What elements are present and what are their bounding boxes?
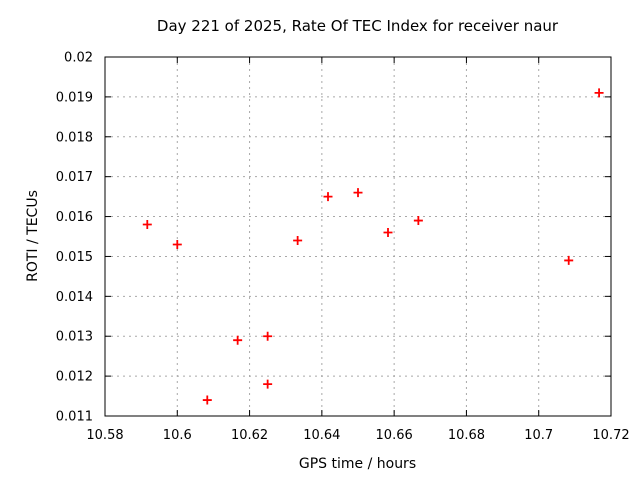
y-tick-label: 0.017: [56, 170, 93, 185]
y-tick-label: 0.019: [56, 90, 93, 105]
data-point-marker: [202, 395, 212, 405]
x-tick-label: 10.64: [303, 428, 340, 443]
data-point-marker: [564, 255, 574, 265]
y-tick-label: 0.013: [56, 330, 93, 345]
data-point-marker: [293, 235, 303, 245]
x-tick-label: 10.66: [376, 428, 413, 443]
x-tick-label: 10.58: [86, 428, 123, 443]
y-tick-label: 0.012: [56, 370, 93, 385]
plot-border: [104, 56, 612, 417]
x-tick-label: 10.72: [592, 428, 629, 443]
y-tick-label: 0.016: [56, 210, 93, 225]
y-tick-label: 0.014: [56, 290, 93, 305]
y-tick-label: 0.018: [56, 130, 93, 145]
x-tick-label: 10.68: [448, 428, 485, 443]
x-tick-label: 10.6: [163, 428, 192, 443]
data-point-marker: [233, 335, 243, 345]
data-point-marker: [323, 192, 333, 202]
data-point-marker: [383, 228, 393, 238]
y-tick-label: 0.011: [56, 410, 93, 425]
data-point-marker: [142, 220, 152, 230]
x-axis-label: GPS time / hours: [298, 456, 417, 472]
chart-title: Day 221 of 2025, Rate Of TEC Index for r…: [156, 17, 559, 35]
y-tick-label: 0.02: [64, 51, 93, 66]
data-point-marker: [353, 188, 363, 198]
y-tick-label: 0.015: [56, 250, 93, 265]
data-point-marker: [263, 331, 273, 341]
data-point-marker: [263, 379, 273, 389]
x-tick-label: 10.62: [231, 428, 268, 443]
data-point-marker: [594, 88, 604, 98]
data-point-marker: [172, 239, 182, 249]
data-point-marker: [413, 216, 423, 226]
x-tick-label: 10.7: [524, 428, 553, 443]
